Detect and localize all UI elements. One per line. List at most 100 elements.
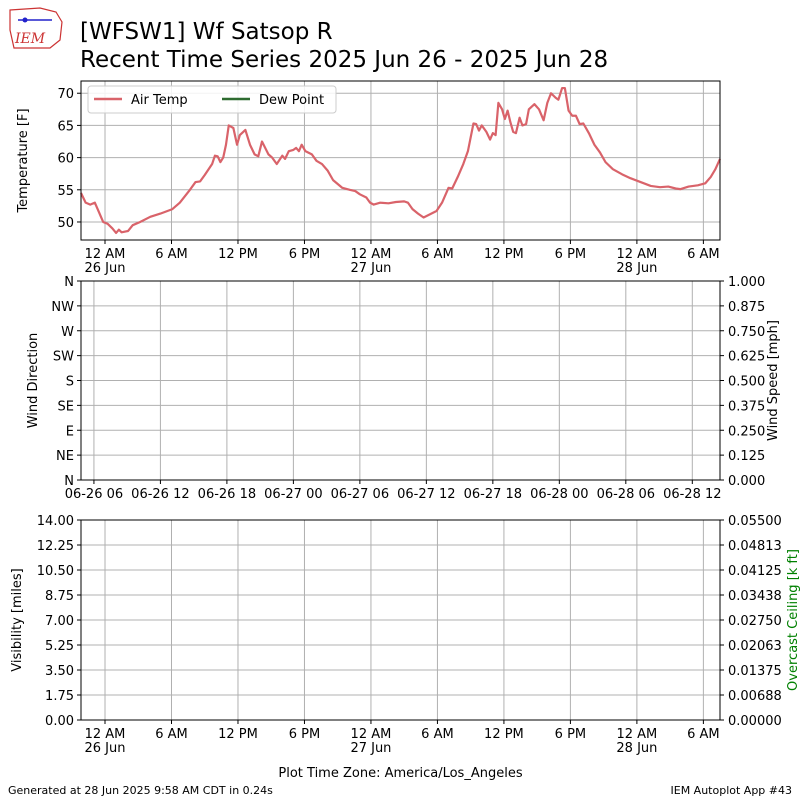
y-tick-label: 14.00: [37, 514, 74, 529]
y-tick-label: 10.50: [37, 564, 74, 579]
logo: IEM: [9, 7, 63, 49]
series-line: [80, 86, 722, 235]
y2-tick-label: 0.375: [728, 399, 765, 414]
x-tick-label: 06-27 00: [264, 487, 322, 502]
legend-box: [87, 85, 337, 114]
footer-app: IEM Autoplot App #43: [671, 784, 793, 797]
x-tick-label: 06-28 12: [663, 487, 721, 502]
y-tick-label: W: [61, 325, 74, 340]
x-tick-label: 6 PM: [555, 247, 586, 262]
x-tick-label: 6 AM: [421, 247, 454, 262]
x-tick-label: 06-27 12: [397, 487, 455, 502]
y-tick-label: SE: [58, 399, 74, 414]
title: [WFSW1] Wf Satsop R: [80, 19, 333, 45]
x-tick-sublabel: 27 Jun: [350, 741, 391, 756]
y-tick-label: 70: [57, 87, 74, 102]
x-tick-label: 06-27 06: [331, 487, 389, 502]
x-tick-label: 12 PM: [484, 727, 524, 742]
y2-tick-label: 0.05500: [728, 514, 782, 529]
y2-tick-label: 0.250: [728, 424, 765, 439]
x-tick-sublabel: 28 Jun: [616, 261, 657, 276]
y2-tick-label: 1.000: [728, 275, 765, 290]
y-tick-label: 5.25: [45, 639, 74, 654]
y-axis-label: Wind Direction: [26, 333, 41, 429]
x-tick-label: 12 PM: [484, 247, 524, 262]
x-tick-label: 6 PM: [555, 727, 586, 742]
axes-frame: [80, 280, 721, 481]
x-tick-sublabel: 28 Jun: [616, 741, 657, 756]
y-tick-label: S: [66, 375, 74, 390]
x-tick-label: 6 AM: [155, 247, 188, 262]
x-tick-label: 06-28 06: [597, 487, 655, 502]
x-tick-label: 6 AM: [155, 727, 188, 742]
x-tick-label: 12 AM: [616, 727, 657, 742]
logo-dot: [22, 17, 28, 23]
y-tick-label: 55: [57, 184, 74, 199]
y2-tick-label: 0.01375: [728, 664, 782, 679]
y2-tick-label: 0.875: [728, 300, 765, 315]
logo-text: IEM: [14, 31, 46, 47]
legend: Air Temp Dew Point: [87, 85, 337, 114]
y-tick-label: 1.75: [45, 689, 74, 704]
x-tick-label: 12 AM: [351, 727, 392, 742]
y2-tick-label: 0.00688: [728, 689, 782, 704]
y-tick-label: 7.00: [45, 614, 74, 629]
y-axis-label: Temperature [F]: [16, 108, 31, 213]
x-tick-label: 06-26 06: [65, 487, 123, 502]
y2-tick-label: 0.02750: [728, 614, 782, 629]
y-tick-label: N: [64, 275, 74, 290]
x-tick-label: 12 AM: [351, 247, 392, 262]
y2-axis-label: Overcast Ceiling [k ft]: [786, 549, 800, 691]
x-tick-sublabel: 27 Jun: [350, 261, 391, 276]
y-tick-label: 0.00: [45, 714, 74, 729]
axes-frame: [80, 519, 721, 721]
y2-tick-label: 0.000: [728, 474, 765, 489]
x-tick-label: 12 AM: [85, 247, 126, 262]
x-tick-label: 06-27 18: [464, 487, 522, 502]
y-tick-label: NW: [51, 300, 74, 315]
legend-label: Air Temp: [131, 93, 188, 108]
y2-tick-label: 0.04125: [728, 564, 782, 579]
y2-tick-label: 0.04813: [728, 539, 782, 554]
y-tick-label: 8.75: [45, 589, 74, 604]
x-tick-label: 06-28 00: [530, 487, 588, 502]
y2-tick-label: 0.00000: [728, 714, 782, 729]
y-tick-label: 60: [57, 152, 74, 167]
y2-tick-label: 0.125: [728, 449, 765, 464]
x-tick-label: 12 PM: [218, 727, 258, 742]
axes-frame: [80, 80, 721, 241]
x-axis-label: Plot Time Zone: America/Los_Angeles: [278, 766, 522, 781]
y2-tick-label: 0.03438: [728, 589, 782, 604]
panel: 06-26 06 06-26 12 06-26 18 06-27 00 06-27 06…: [26, 275, 781, 502]
y2-axis-label: Wind Speed [mph]: [766, 320, 781, 441]
y-tick-label: SW: [53, 350, 74, 365]
footer-generated: Generated at 28 Jun 2025 9:58 AM CDT in …: [8, 784, 273, 797]
subtitle: Recent Time Series 2025 Jun 26 - 2025 Ju…: [80, 47, 608, 73]
y-tick-label: 3.50: [45, 664, 74, 679]
legend-label: Dew Point: [259, 93, 324, 108]
y-axis-label: Visibility [miles]: [10, 568, 25, 671]
y-tick-label: 12.25: [37, 539, 74, 554]
x-tick-label: 12 AM: [85, 727, 126, 742]
x-tick-label: 6 AM: [687, 727, 720, 742]
y2-tick-label: 0.02063: [728, 639, 782, 654]
y-tick-label: N: [64, 474, 74, 489]
x-tick-label: 6 PM: [289, 247, 320, 262]
x-tick-label: 6 AM: [687, 247, 720, 262]
x-tick-sublabel: 26 Jun: [85, 741, 126, 756]
x-tick-label: 06-26 18: [198, 487, 256, 502]
y-tick-label: 50: [57, 216, 74, 231]
y-tick-label: NE: [56, 449, 74, 464]
y-tick-label: E: [66, 424, 74, 439]
y2-tick-label: 0.625: [728, 350, 765, 365]
x-tick-label: 6 AM: [421, 727, 454, 742]
y-tick-label: 65: [57, 119, 74, 134]
y2-tick-label: 0.750: [728, 325, 765, 340]
x-tick-label: 12 PM: [218, 247, 258, 262]
y2-tick-label: 0.500: [728, 375, 765, 390]
x-tick-sublabel: 26 Jun: [85, 261, 126, 276]
